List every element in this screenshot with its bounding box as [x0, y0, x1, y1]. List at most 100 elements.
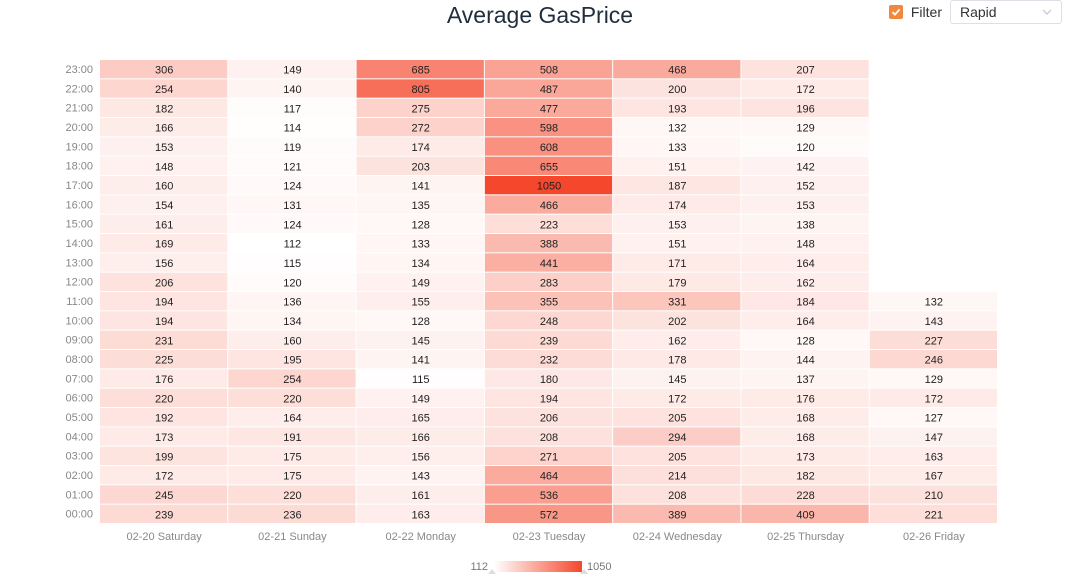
cell-value-label: 141 [412, 181, 430, 193]
heatmap-cell [100, 504, 228, 523]
cell-value-label: 131 [283, 200, 301, 212]
heatmap-cell [741, 311, 869, 330]
cell-value-label: 245 [155, 490, 173, 502]
heatmap-cell [484, 504, 613, 523]
cell-value-label: 214 [668, 471, 686, 483]
cell-value-label: 129 [925, 374, 943, 386]
heatmap-cell [484, 350, 613, 369]
heatmap-cell [613, 98, 741, 117]
cell-value-label: 112 [284, 239, 302, 251]
heatmap-cell [228, 176, 356, 195]
heatmap-cell [484, 118, 613, 137]
heatmap-cell [228, 98, 356, 117]
heatmap-cell [484, 369, 613, 388]
cell-value-label: 331 [668, 297, 686, 309]
heatmap-cell [228, 311, 356, 330]
heatmap-cell [228, 446, 356, 465]
heatmap-cell [356, 253, 484, 272]
visual-map-handle-min[interactable] [488, 569, 496, 574]
heatmap-cell [228, 79, 356, 98]
heatmap-cell [484, 214, 613, 233]
cell-value-label: 572 [540, 509, 558, 521]
heatmap-cell [356, 369, 484, 388]
heatmap-cell [869, 311, 997, 330]
cell-value-label: 172 [668, 393, 686, 405]
cell-value-label: 128 [412, 219, 430, 231]
heatmap-cell [100, 137, 228, 156]
heatmap-cell [100, 369, 228, 388]
heatmap-cell [100, 156, 228, 175]
cell-value-label: 176 [796, 393, 814, 405]
heatmap-cell [100, 214, 228, 233]
heatmap-cell [100, 446, 228, 465]
cell-value-label: 389 [668, 509, 686, 521]
cell-value-label: 231 [155, 335, 173, 347]
heatmap-cell [228, 369, 356, 388]
heatmap-cell [613, 369, 741, 388]
gas-speed-select[interactable]: Rapid [950, 0, 1062, 24]
cell-value-label: 172 [925, 393, 943, 405]
cell-value-label: 172 [796, 84, 814, 96]
heatmap-cell [100, 408, 228, 427]
cell-value-label: 133 [668, 142, 686, 154]
heatmap-cell [741, 253, 869, 272]
cell-value-label: 174 [668, 200, 686, 212]
y-tick-label: 07:00 [65, 373, 93, 385]
heatmap-cell [356, 504, 484, 523]
visual-map-bar[interactable] [494, 561, 582, 572]
filter-checkbox[interactable] [888, 5, 903, 19]
y-tick-label: 01:00 [65, 489, 93, 501]
heatmap-cell [356, 214, 484, 233]
cell-value-label: 175 [283, 451, 301, 463]
heatmap-cell [613, 311, 741, 330]
heatmap-cell [741, 137, 869, 156]
heatmap-cell [869, 292, 997, 311]
heatmap-cell [869, 330, 997, 349]
heatmap-cell [869, 504, 997, 523]
heatmap-cell [484, 98, 613, 117]
heatmap-cell [100, 195, 228, 214]
heatmap-cell [100, 234, 228, 253]
y-tick-label: 09:00 [65, 335, 93, 347]
heatmap-cell [869, 408, 997, 427]
y-tick-label: 19:00 [65, 141, 93, 153]
y-tick-label: 22:00 [65, 83, 93, 95]
heatmap-cell [356, 388, 484, 407]
cell-value-label: 208 [540, 432, 558, 444]
cell-value-label: 119 [284, 142, 302, 154]
cell-value-label: 137 [796, 374, 814, 386]
heatmap-cell [613, 118, 741, 137]
heatmap-cell [228, 137, 356, 156]
cell-value-label: 191 [283, 432, 301, 444]
cell-value-label: 536 [540, 490, 558, 502]
cell-value-label: 144 [796, 355, 814, 367]
cell-value-label: 272 [412, 123, 430, 135]
heatmap-cell [484, 446, 613, 465]
y-tick-label: 17:00 [65, 180, 93, 192]
heatmap-cell [100, 176, 228, 195]
cell-value-label: 388 [540, 239, 558, 251]
heatmap-cell [356, 292, 484, 311]
cell-value-label: 162 [668, 335, 686, 347]
cell-value-label: 134 [283, 316, 301, 328]
heatmap-cell [613, 253, 741, 272]
cell-value-label: 168 [796, 413, 814, 425]
y-tick-label: 20:00 [65, 122, 93, 134]
heatmap-cell [869, 485, 997, 504]
cell-value-label: 1050 [537, 181, 561, 193]
heatmap-cell [741, 446, 869, 465]
heatmap-cell [100, 485, 228, 504]
cell-value-label: 187 [668, 181, 686, 193]
heatmap-cell [869, 466, 997, 485]
heatmap-cell [228, 504, 356, 523]
cell-value-label: 132 [925, 297, 943, 309]
visual-map-handle-max[interactable] [580, 569, 588, 574]
heatmap-cell [613, 214, 741, 233]
heatmap-cell [356, 60, 484, 79]
x-tick-label: 02-21 Sunday [258, 531, 327, 543]
cell-value-label: 136 [283, 297, 301, 309]
cell-value-label: 164 [796, 258, 814, 270]
cell-value-label: 166 [155, 123, 173, 135]
heatmap-cell [228, 330, 356, 349]
heatmap-cell [484, 176, 613, 195]
